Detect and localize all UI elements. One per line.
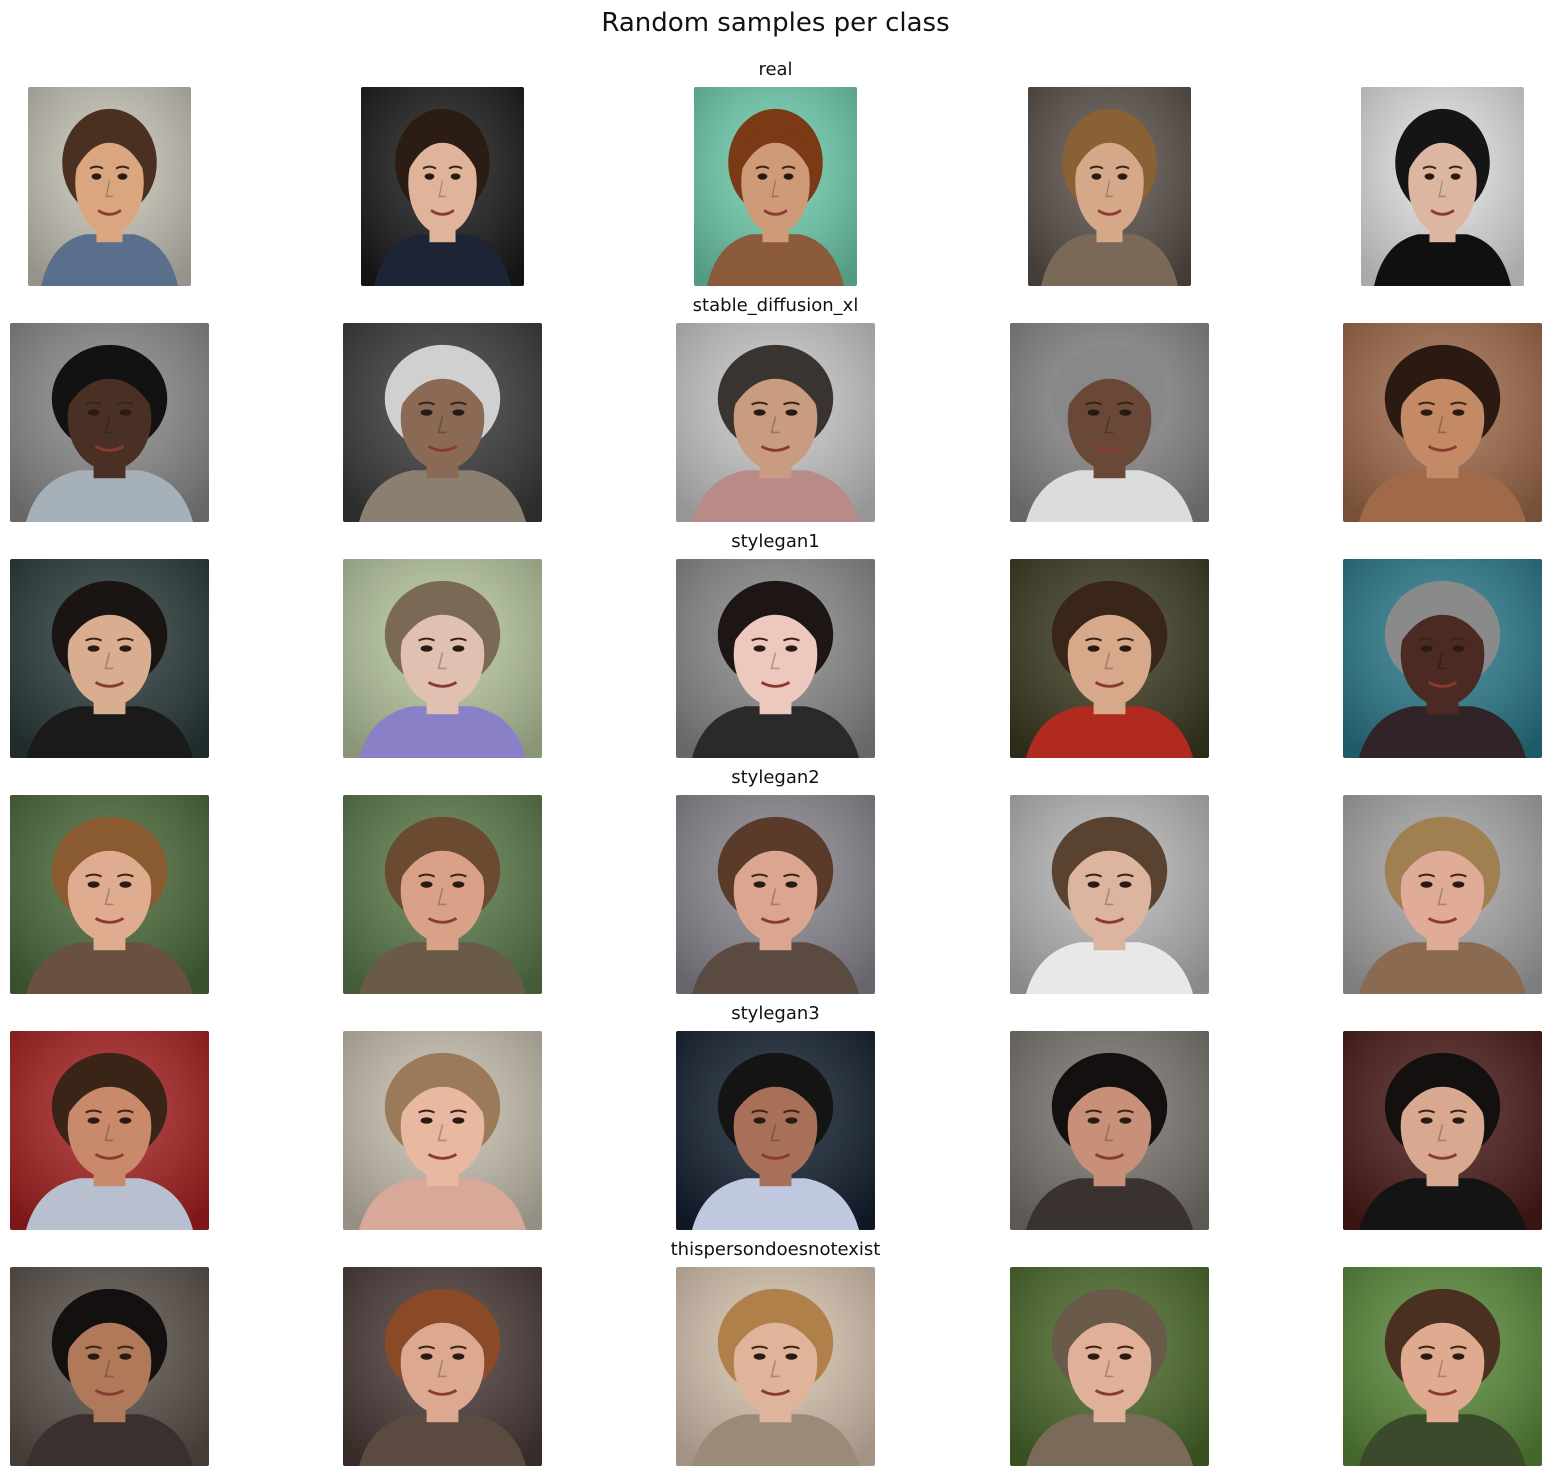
sample-image: [342, 323, 542, 522]
figure-title: Random samples per class: [601, 8, 950, 38]
class-row: thispersondoesnotexist: [0, 1239, 1551, 1466]
sample-image: [675, 1031, 875, 1230]
sample-image: [342, 559, 542, 758]
class-row: stylegan3: [0, 1003, 1551, 1230]
sample-image: [1342, 1267, 1542, 1466]
sample-image: [9, 559, 209, 758]
sample-image: [9, 323, 209, 522]
sample-image: [342, 1031, 542, 1230]
class-row: stylegan1: [0, 531, 1551, 758]
sample-image: [342, 1267, 542, 1466]
sample-image: [675, 1267, 875, 1466]
class-label: stylegan1: [731, 531, 820, 552]
sample-image: [1360, 87, 1524, 286]
sample-image: [1009, 559, 1209, 758]
class-label: stylegan3: [731, 1003, 820, 1024]
sample-image: [675, 795, 875, 994]
sample-image: [675, 323, 875, 522]
sample-image: [342, 795, 542, 994]
class-label: stylegan2: [731, 767, 820, 788]
sample-image: [1027, 87, 1191, 286]
sample-image: [1342, 323, 1542, 522]
sample-image: [1009, 323, 1209, 522]
sample-image: [9, 795, 209, 994]
sample-image: [1342, 559, 1542, 758]
sample-image: [693, 87, 857, 286]
sample-image: [27, 87, 191, 286]
class-row: stable_diffusion_xl: [0, 295, 1551, 522]
sample-image: [1009, 1267, 1209, 1466]
sample-image: [1009, 1031, 1209, 1230]
class-label: stable_diffusion_xl: [692, 295, 859, 316]
sample-image: [360, 87, 524, 286]
class-label: thispersondoesnotexist: [670, 1239, 881, 1260]
sample-image: [9, 1267, 209, 1466]
sample-image: [1342, 795, 1542, 994]
sample-image: [9, 1031, 209, 1230]
sample-image: [1009, 795, 1209, 994]
class-label: real: [758, 59, 793, 80]
sample-image: [675, 559, 875, 758]
class-row: real: [0, 59, 1551, 286]
sample-image: [1342, 1031, 1542, 1230]
class-row: stylegan2: [0, 767, 1551, 994]
